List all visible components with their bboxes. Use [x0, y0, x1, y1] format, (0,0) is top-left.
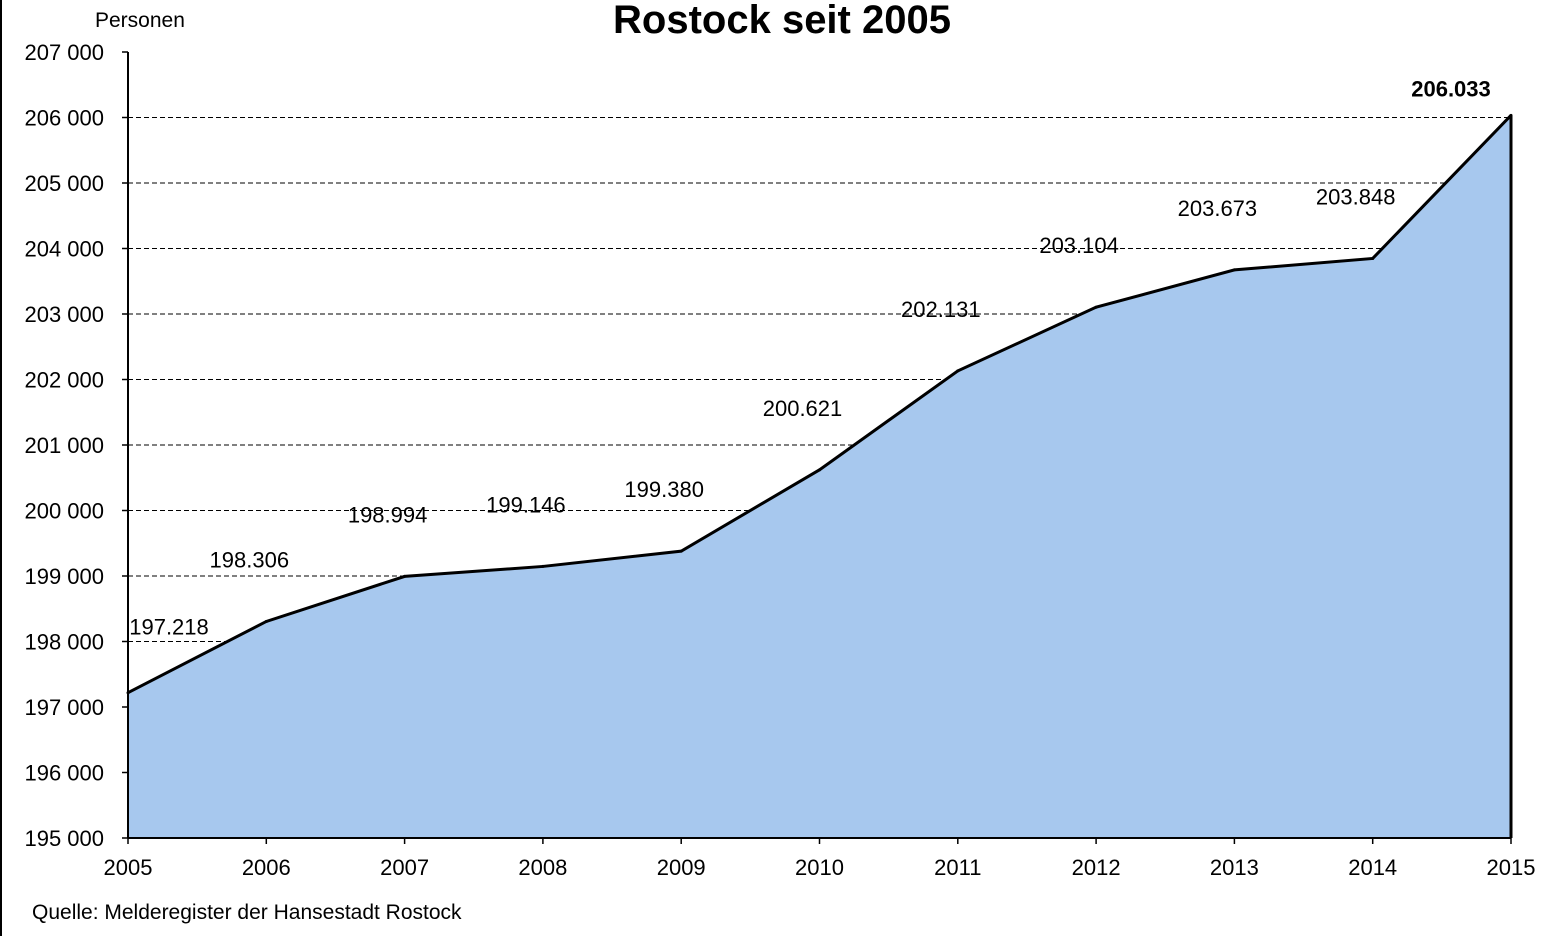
y-tick-label: 200 000 — [24, 499, 104, 524]
x-tick-label: 2007 — [380, 855, 429, 880]
data-label: 206.033 — [1411, 76, 1491, 101]
data-label: 203.104 — [1039, 233, 1119, 258]
data-point — [1094, 305, 1098, 309]
y-tick-label: 205 000 — [24, 171, 104, 196]
data-label: 203.673 — [1178, 196, 1258, 221]
data-point — [1232, 268, 1236, 272]
data-label: 198.994 — [348, 502, 428, 527]
x-tick-label: 2013 — [1210, 855, 1259, 880]
x-tick-label: 2015 — [1487, 855, 1536, 880]
y-tick-label: 207 000 — [24, 40, 104, 65]
y-tick-label: 195 000 — [24, 826, 104, 851]
axes: 195 000 196 000 197 000 198 000 199 000 200 0… — [24, 40, 1535, 880]
x-tick-label: 2014 — [1348, 855, 1397, 880]
source-note: Quelle: Melderegister der Hansestadt Ros… — [32, 901, 462, 924]
data-point — [679, 549, 683, 553]
x-tick-label: 2008 — [518, 855, 567, 880]
data-label: 203.848 — [1316, 184, 1396, 209]
x-tick-label: 2011 — [934, 855, 981, 880]
y-tick-label: 196 000 — [24, 761, 104, 786]
y-tick-label: 204 000 — [24, 237, 104, 262]
y-tick-label: 202 000 — [24, 368, 104, 393]
x-tick-label: 2006 — [242, 855, 291, 880]
x-tick-label: 2012 — [1072, 855, 1121, 880]
data-label: 199.146 — [486, 492, 566, 517]
x-tick-label: 2009 — [657, 855, 706, 880]
y-tick-label: 198 000 — [24, 630, 104, 655]
y-tick-label: 199 000 — [24, 564, 104, 589]
data-label: 200.621 — [763, 396, 843, 421]
chart-title: Rostock seit 2005 — [613, 0, 951, 42]
y-tick-label: 206 000 — [24, 106, 104, 131]
data-label: 202.131 — [901, 297, 981, 322]
data-point — [1371, 256, 1375, 260]
x-tick-label: 2010 — [795, 855, 844, 880]
data-labels: 197.218 198.306 198.994 199.146 199.380 200.6… — [129, 76, 1491, 639]
data-point — [956, 369, 960, 373]
data-label: 197.218 — [129, 615, 209, 640]
area-fill — [128, 115, 1511, 838]
data-point — [264, 619, 268, 623]
data-point — [818, 468, 821, 472]
x-tick-label: 2005 — [104, 855, 153, 880]
data-point — [403, 574, 407, 578]
y-tick-label: 197 000 — [24, 695, 104, 720]
y-tick-label: 203 000 — [24, 302, 104, 327]
data-point — [541, 564, 545, 568]
area-series — [126, 113, 1513, 838]
data-label: 198.306 — [210, 547, 290, 572]
y-tick-label: 201 000 — [24, 433, 104, 458]
y-axis-unit-label: Personen — [95, 9, 185, 32]
data-label: 199.380 — [624, 477, 704, 502]
